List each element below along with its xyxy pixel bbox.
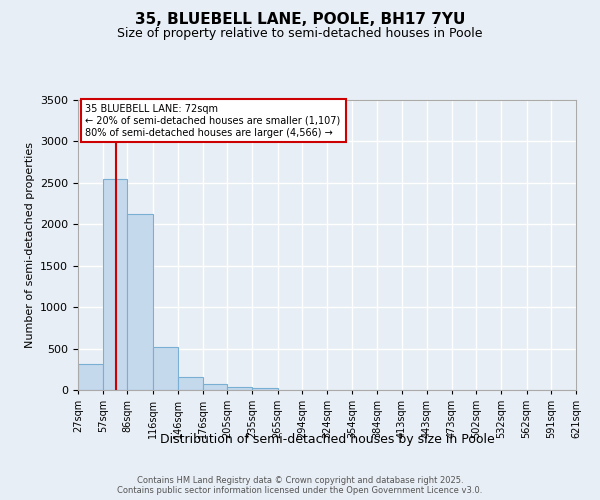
Bar (203, 384, 227, 390)
Text: 35 BLUEBELL LANE: 72sqm
← 20% of semi-detached houses are smaller (1,107)
80% of: 35 BLUEBELL LANE: 72sqm ← 20% of semi-de… (85, 104, 341, 138)
Text: Distribution of semi-detached houses by size in Poole: Distribution of semi-detached houses by … (160, 432, 494, 446)
Bar (152, 347, 178, 390)
Bar (127, 214, 152, 390)
Text: Size of property relative to semi-detached houses in Poole: Size of property relative to semi-detach… (117, 28, 483, 40)
Bar (103, 178, 127, 390)
Bar (227, 387, 253, 390)
Text: 35, BLUEBELL LANE, POOLE, BH17 7YU: 35, BLUEBELL LANE, POOLE, BH17 7YU (135, 12, 465, 28)
Y-axis label: Number of semi-detached properties: Number of semi-detached properties (25, 142, 35, 348)
Text: Contains HM Land Registry data © Crown copyright and database right 2025.
Contai: Contains HM Land Registry data © Crown c… (118, 476, 482, 495)
Bar (178, 377, 203, 390)
Bar (253, 388, 278, 390)
Bar (78, 364, 103, 390)
